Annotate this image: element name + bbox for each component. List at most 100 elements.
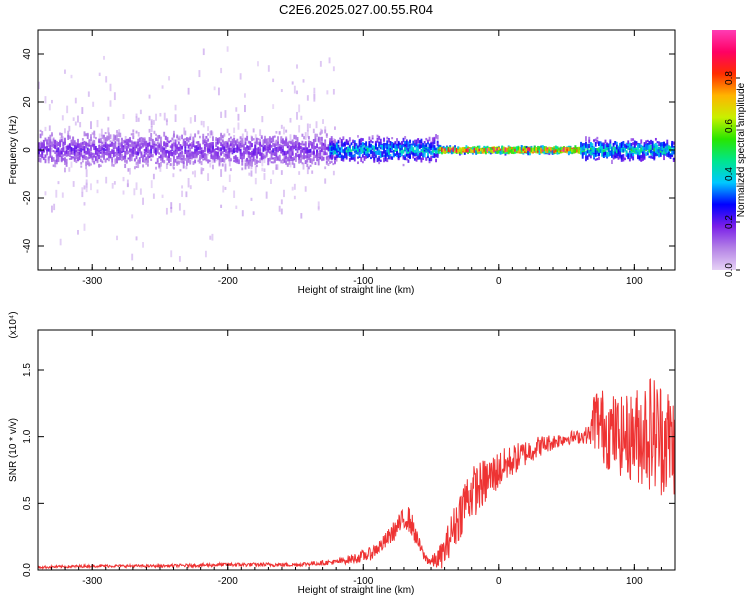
heatmap-cell — [431, 151, 434, 155]
heatmap-cell — [358, 140, 361, 146]
heatmap-cell — [221, 144, 224, 149]
heatmap-cell — [588, 149, 591, 154]
heatmap-cell — [129, 153, 131, 159]
heatmap-cell — [187, 151, 190, 156]
heatmap-cell — [307, 166, 310, 170]
heatmap-cell — [213, 150, 216, 155]
heatmap-cell — [402, 137, 405, 143]
heatmap-cell — [137, 144, 140, 147]
heatmap-cell — [332, 142, 335, 148]
heatmap-cell — [365, 150, 368, 155]
heatmap-cell — [231, 143, 234, 148]
heatmap-cell — [120, 137, 123, 140]
heatmap-cell — [376, 134, 379, 138]
heatmap-cell — [294, 157, 297, 162]
heatmap-cell — [229, 143, 232, 147]
heatmap-cell — [184, 140, 187, 146]
heatmap-cell — [120, 153, 123, 159]
heatmap-cell — [339, 147, 342, 150]
heatmap-cell — [233, 127, 236, 134]
heatmap-cell — [259, 148, 262, 152]
heatmap-cell — [68, 167, 71, 172]
heatmap-cell — [606, 147, 609, 150]
heatmap-cell — [138, 137, 141, 143]
heatmap-cell — [397, 144, 400, 149]
heatmap-cell — [51, 144, 53, 147]
heatmap-cell — [103, 150, 105, 154]
heatmap-cell — [192, 143, 195, 148]
heatmap-cell — [64, 161, 66, 165]
heatmap-cell — [194, 151, 197, 154]
heatmap-cell — [132, 146, 135, 150]
heatmap-cell — [137, 131, 140, 137]
heatmap-cell — [402, 149, 405, 153]
heatmap-cell — [113, 92, 116, 101]
heatmap-cell — [410, 150, 413, 155]
heatmap-cell — [267, 141, 270, 146]
heatmap-cell — [293, 85, 296, 94]
heatmap-cell — [199, 135, 201, 139]
heatmap-cell — [140, 142, 143, 146]
heatmap-cell — [64, 128, 66, 134]
heatmap-cell — [143, 151, 146, 154]
heatmap-cell — [320, 156, 323, 160]
heatmap-cell — [602, 144, 605, 150]
heatmap-cell — [181, 134, 184, 140]
heatmap-cell — [156, 158, 159, 163]
heatmap-cell — [299, 149, 302, 154]
heatmap-cell — [653, 148, 656, 152]
heatmap-cell — [66, 105, 69, 114]
heatmap-cell — [361, 161, 364, 164]
heatmap-cell — [215, 152, 218, 157]
heatmap-cell — [335, 147, 338, 151]
heatmap-cell — [91, 159, 94, 163]
heatmap-cell — [55, 158, 58, 163]
heatmap-cell — [415, 149, 418, 154]
heatmap-cell — [106, 135, 109, 140]
heatmap-cell — [428, 136, 431, 142]
heatmap-cell — [439, 151, 442, 154]
heatmap-cell — [119, 147, 122, 153]
heatmap-cell — [239, 151, 242, 157]
heatmap-cell — [399, 144, 402, 148]
heatmap-cell — [350, 155, 353, 160]
heatmap-cell — [241, 156, 244, 162]
heatmap-cell — [72, 136, 75, 141]
heatmap-cell — [519, 148, 522, 151]
heatmap-cell — [39, 133, 42, 139]
heatmap-cell — [165, 118, 168, 122]
heatmap-cell — [585, 156, 587, 162]
heatmap-cell — [156, 135, 159, 140]
heatmap-cell — [277, 136, 279, 142]
heatmap-cell — [152, 173, 155, 180]
heatmap-cell — [156, 138, 159, 141]
heatmap-cell — [554, 149, 557, 152]
heatmap-cell — [164, 153, 167, 158]
heatmap-cell — [612, 154, 615, 160]
heatmap-cell — [586, 150, 589, 154]
heatmap-cell — [88, 141, 91, 144]
heatmap-cell — [242, 146, 245, 151]
heatmap-cell — [177, 153, 180, 158]
heatmap-cell — [178, 135, 181, 141]
heatmap-cell — [304, 142, 307, 148]
heatmap-cell — [148, 137, 151, 142]
heatmap-cell — [54, 159, 57, 165]
heatmap-cell — [234, 158, 237, 163]
heatmap-cell — [244, 149, 247, 155]
heatmap-cell — [106, 145, 109, 151]
heatmap-cell — [423, 145, 426, 149]
heatmap-cell — [270, 151, 273, 156]
heatmap-cell — [437, 147, 440, 150]
heatmap-cell — [291, 147, 294, 152]
heatmap-cell — [325, 157, 328, 160]
heatmap-cell — [59, 149, 62, 153]
heatmap-cell — [204, 135, 207, 143]
heatmap-cell — [57, 181, 60, 185]
heatmap-cell — [127, 157, 130, 160]
heatmap-cell — [272, 104, 275, 109]
heatmap-cell — [77, 138, 79, 143]
heatmap-cell — [47, 142, 50, 145]
heatmap-cell — [311, 143, 314, 148]
heatmap-cell — [223, 148, 226, 153]
